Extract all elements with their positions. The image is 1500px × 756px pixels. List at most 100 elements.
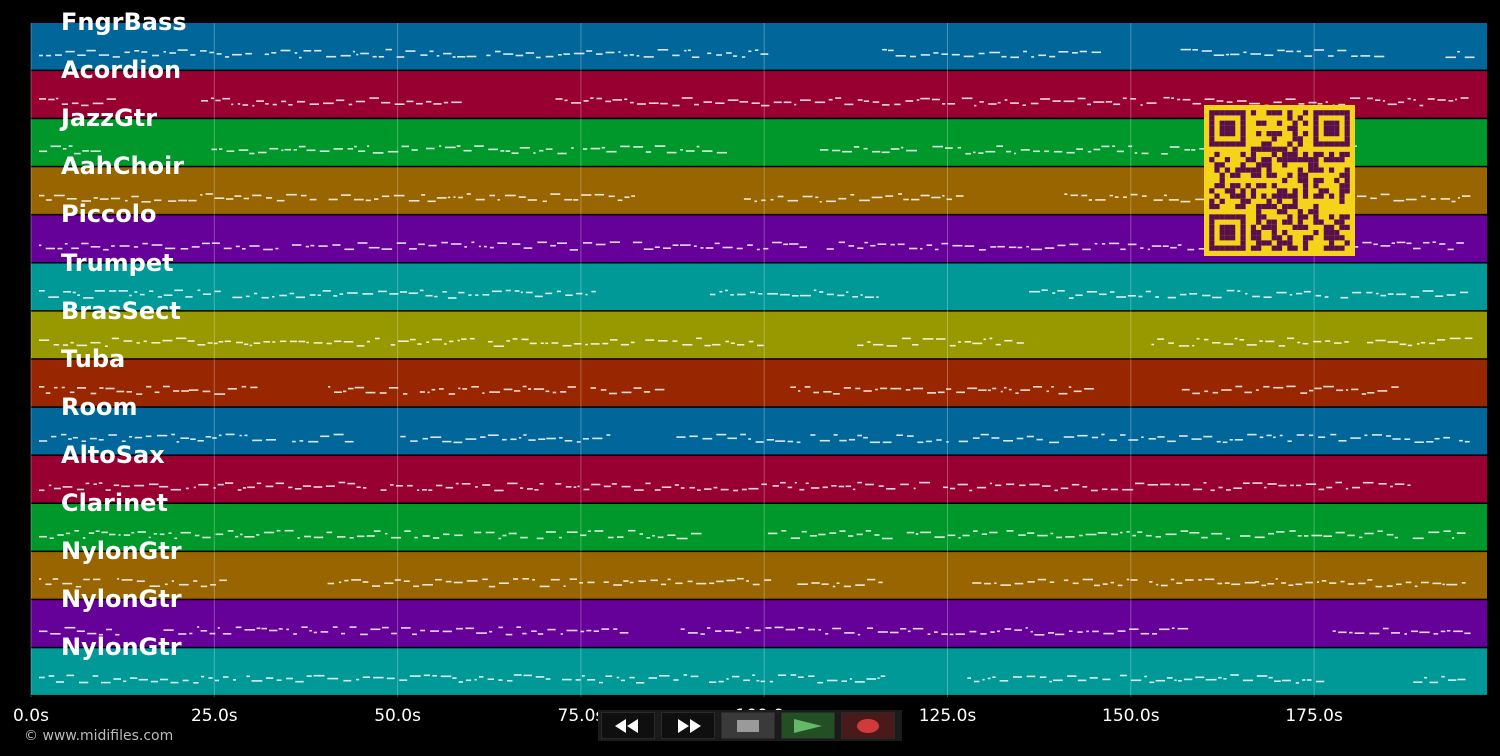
note-mark bbox=[1058, 392, 1068, 395]
note-mark bbox=[251, 680, 263, 682]
note-mark bbox=[713, 486, 718, 489]
note-mark bbox=[1184, 149, 1191, 151]
record-button[interactable] bbox=[841, 712, 895, 739]
note-mark bbox=[720, 488, 729, 491]
note-mark bbox=[1205, 678, 1217, 681]
note-mark bbox=[559, 437, 563, 439]
note-mark bbox=[1138, 295, 1143, 298]
note-mark bbox=[1192, 392, 1200, 395]
note-mark bbox=[210, 584, 216, 586]
note-mark bbox=[773, 101, 782, 104]
note-mark bbox=[1070, 194, 1078, 197]
note-mark bbox=[950, 487, 956, 490]
note-mark bbox=[1147, 248, 1150, 251]
play-button[interactable] bbox=[781, 712, 835, 739]
note-mark bbox=[808, 675, 815, 677]
note-mark bbox=[1394, 483, 1405, 485]
note-mark bbox=[707, 52, 712, 55]
note-mark bbox=[505, 150, 511, 152]
note-mark bbox=[276, 529, 281, 532]
note-mark bbox=[129, 677, 138, 679]
note-mark bbox=[815, 196, 819, 199]
note-mark bbox=[1432, 582, 1442, 585]
note-mark bbox=[1057, 290, 1065, 292]
note-mark bbox=[1213, 54, 1225, 56]
note-mark bbox=[522, 632, 527, 635]
note-mark bbox=[645, 482, 651, 485]
note-mark bbox=[855, 387, 861, 390]
note-mark bbox=[365, 391, 376, 394]
note-mark bbox=[752, 583, 760, 586]
note-mark bbox=[539, 483, 544, 485]
note-mark bbox=[347, 482, 356, 485]
note-mark bbox=[823, 391, 832, 393]
note-mark bbox=[452, 56, 456, 58]
note-mark bbox=[1132, 534, 1136, 537]
note-mark bbox=[1247, 433, 1257, 436]
note-mark bbox=[564, 440, 573, 442]
note-mark bbox=[1229, 439, 1233, 441]
note-mark bbox=[131, 531, 135, 534]
track-label: NylonGtr bbox=[61, 633, 182, 662]
note-mark bbox=[1419, 104, 1424, 107]
note-mark bbox=[465, 438, 477, 440]
note-mark bbox=[1141, 152, 1149, 155]
note-mark bbox=[53, 487, 61, 490]
rewind-button[interactable] bbox=[601, 712, 655, 739]
note-mark bbox=[941, 53, 948, 55]
note-mark bbox=[546, 437, 556, 440]
track-label: NylonGtr bbox=[61, 585, 182, 614]
note-mark bbox=[581, 194, 592, 196]
note-mark bbox=[372, 55, 377, 58]
note-mark bbox=[620, 145, 630, 148]
note-mark bbox=[379, 392, 387, 394]
note-mark bbox=[1393, 199, 1405, 202]
stop-button[interactable] bbox=[721, 712, 775, 739]
note-mark bbox=[1000, 584, 1011, 586]
note-mark bbox=[160, 678, 169, 681]
note-mark bbox=[1135, 482, 1145, 485]
note-mark bbox=[211, 148, 217, 151]
note-mark bbox=[1037, 578, 1046, 581]
note-mark bbox=[458, 196, 463, 199]
note-mark bbox=[545, 342, 549, 345]
note-mark bbox=[399, 291, 408, 293]
note-mark bbox=[1165, 533, 1177, 536]
note-mark bbox=[419, 289, 424, 292]
note-mark bbox=[819, 439, 830, 442]
note-mark bbox=[790, 537, 800, 539]
note-mark bbox=[227, 530, 234, 532]
fast-forward-button[interactable] bbox=[661, 712, 715, 739]
note-mark bbox=[514, 390, 521, 392]
note-mark bbox=[1196, 337, 1200, 340]
note-mark bbox=[527, 488, 533, 490]
note-mark bbox=[1318, 436, 1326, 438]
note-mark bbox=[523, 247, 533, 249]
note-mark bbox=[197, 289, 201, 292]
note-mark bbox=[297, 537, 300, 539]
note-mark bbox=[162, 339, 173, 342]
note-mark bbox=[514, 290, 520, 292]
note-mark bbox=[907, 435, 914, 437]
note-mark bbox=[1267, 583, 1275, 585]
note-mark bbox=[344, 440, 354, 443]
note-mark bbox=[463, 149, 472, 152]
note-mark bbox=[1276, 291, 1287, 294]
note-mark bbox=[1364, 434, 1368, 437]
note-mark bbox=[1336, 389, 1344, 392]
note-mark bbox=[837, 294, 845, 297]
note-mark bbox=[520, 536, 528, 539]
note-mark bbox=[271, 52, 277, 54]
note-mark bbox=[661, 486, 672, 488]
note-mark bbox=[1189, 293, 1198, 295]
note-mark bbox=[471, 386, 479, 388]
note-mark bbox=[774, 626, 784, 629]
note-mark bbox=[852, 296, 858, 298]
note-mark bbox=[180, 248, 189, 250]
note-mark bbox=[492, 290, 502, 293]
note-mark bbox=[573, 343, 582, 345]
note-mark bbox=[309, 629, 313, 632]
note-mark bbox=[1191, 438, 1202, 440]
note-mark bbox=[1027, 532, 1035, 534]
note-mark bbox=[1380, 294, 1387, 297]
